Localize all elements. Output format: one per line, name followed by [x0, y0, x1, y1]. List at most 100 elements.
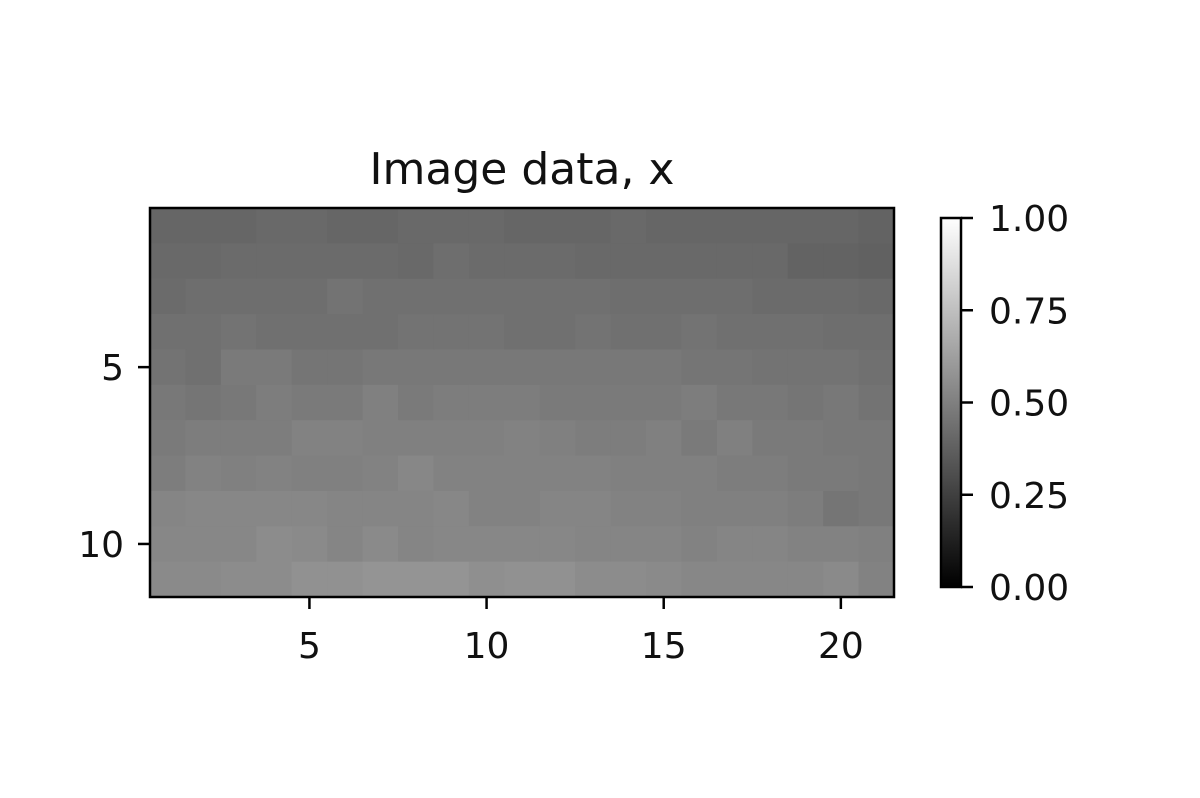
colorbar-ticks: 0.00 0.25 0.50 0.75 1.00: [961, 199, 1069, 609]
heatmap-cell: [716, 278, 753, 315]
heatmap-cell: [752, 526, 789, 563]
heatmap-cell: [752, 420, 789, 457]
heatmap-cell: [539, 490, 576, 527]
heatmap-cell: [646, 243, 683, 280]
heatmap-cell: [575, 455, 612, 492]
heatmap-cell: [398, 278, 435, 315]
heatmap-cell: [716, 490, 753, 527]
heatmap-cell: [716, 526, 753, 563]
heatmap-cell: [504, 561, 541, 598]
heatmap-cell: [575, 384, 612, 421]
heatmap-cell: [220, 349, 257, 386]
heatmap-cell: [256, 243, 293, 280]
heatmap-cell: [433, 243, 470, 280]
heatmap-cell: [398, 561, 435, 598]
heatmap-cell: [433, 420, 470, 457]
heatmap-cell: [787, 490, 824, 527]
heatmap-cell: [220, 208, 257, 244]
heatmap-cell: [823, 349, 860, 386]
heatmap-cell: [610, 314, 647, 351]
heatmap-cell: [787, 349, 824, 386]
heatmap-cell: [468, 490, 505, 527]
heatmap-cell: [362, 526, 399, 563]
heatmap-cell: [823, 314, 860, 351]
heatmap-cell: [858, 561, 895, 598]
heatmap-cell: [327, 278, 364, 315]
x-tick-label: 20: [818, 626, 864, 667]
heatmap-cell: [575, 561, 612, 598]
heatmap-cell: [185, 561, 222, 598]
heatmap-cell: [327, 455, 364, 492]
heatmap-cell: [150, 455, 187, 492]
x-axis-ticks: 5 10 15 20: [298, 597, 864, 667]
heatmap-cell: [220, 278, 257, 315]
heatmap-cell: [575, 420, 612, 457]
heatmap-cell: [433, 561, 470, 598]
heatmap-cell: [185, 314, 222, 351]
heatmap-cell: [150, 243, 187, 280]
heatmap-cell: [681, 243, 718, 280]
heatmap-cell: [362, 455, 399, 492]
heatmap-cell: [433, 490, 470, 527]
heatmap-cell: [398, 243, 435, 280]
colorbar-tick-label: 1.00: [989, 199, 1069, 240]
heatmap-cell: [716, 349, 753, 386]
heatmap-cell: [468, 561, 505, 598]
heatmap-cell: [220, 314, 257, 351]
heatmap-cell: [539, 526, 576, 563]
x-tick-label: 5: [298, 626, 321, 667]
heatmap-cell: [787, 208, 824, 244]
heatmap-cell: [752, 455, 789, 492]
heatmap-cell: [468, 526, 505, 563]
heatmap-cell: [858, 314, 895, 351]
heatmap-cell: [716, 561, 753, 598]
heatmap-cell: [185, 526, 222, 563]
colorbar-tick-label: 0.50: [989, 384, 1069, 425]
heatmap-cell: [362, 490, 399, 527]
heatmap-cell: [858, 384, 895, 421]
heatmap-cell: [575, 208, 612, 244]
heatmap-cell: [504, 208, 541, 244]
heatmap-cell: [256, 420, 293, 457]
heatmap-cell: [610, 384, 647, 421]
heatmap-cell: [291, 384, 328, 421]
y-tick-label: 10: [78, 525, 124, 566]
heatmap-cell: [716, 243, 753, 280]
colorbar-tick-label: 0.00: [989, 568, 1069, 609]
heatmap-cell: [220, 526, 257, 563]
heatmap-cell: [362, 208, 399, 244]
heatmap-cell: [681, 561, 718, 598]
heatmap-cell: [539, 349, 576, 386]
heatmap-cell: [327, 420, 364, 457]
heatmap-cell: [504, 314, 541, 351]
heatmap-cell: [858, 420, 895, 457]
heatmap-cell: [858, 278, 895, 315]
heatmap-cell: [468, 208, 505, 244]
heatmap-cell: [327, 349, 364, 386]
heatmap-cell: [646, 561, 683, 598]
heatmap-cells: [150, 208, 895, 598]
heatmap-cell: [185, 490, 222, 527]
heatmap-cell: [681, 455, 718, 492]
heatmap-cell: [504, 349, 541, 386]
heatmap-cell: [362, 278, 399, 315]
heatmap-cell: [468, 278, 505, 315]
heatmap-cell: [716, 314, 753, 351]
heatmap-cell: [823, 208, 860, 244]
heatmap-cell: [539, 208, 576, 244]
heatmap-cell: [539, 561, 576, 598]
heatmap-cell: [504, 420, 541, 457]
heatmap-cell: [681, 490, 718, 527]
heatmap-cell: [468, 314, 505, 351]
heatmap-cell: [504, 455, 541, 492]
heatmap-cell: [398, 526, 435, 563]
heatmap-cell: [291, 420, 328, 457]
heatmap-cell: [433, 349, 470, 386]
heatmap-cell: [291, 455, 328, 492]
heatmap-cell: [823, 490, 860, 527]
heatmap-cell: [681, 526, 718, 563]
heatmap-cell: [681, 349, 718, 386]
heatmap-cell: [220, 561, 257, 598]
heatmap-cell: [398, 349, 435, 386]
